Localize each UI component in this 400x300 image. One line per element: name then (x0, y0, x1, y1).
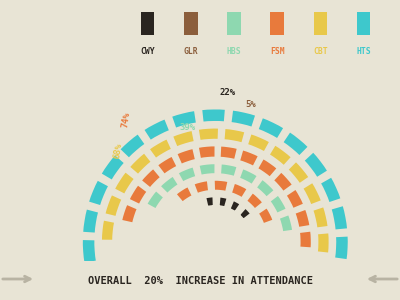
Wedge shape (268, 144, 292, 167)
Wedge shape (121, 203, 138, 224)
Wedge shape (128, 152, 152, 175)
Wedge shape (218, 196, 228, 208)
Wedge shape (159, 175, 179, 194)
Wedge shape (140, 168, 162, 189)
Wedge shape (238, 168, 258, 185)
Wedge shape (223, 128, 246, 144)
Wedge shape (247, 133, 270, 153)
Wedge shape (334, 235, 349, 260)
Wedge shape (230, 182, 248, 199)
Text: 39%: 39% (179, 123, 195, 132)
Text: GLR: GLR (184, 46, 198, 56)
Text: FSM: FSM (270, 46, 284, 56)
Wedge shape (175, 186, 193, 203)
Wedge shape (104, 194, 123, 218)
Wedge shape (246, 192, 264, 210)
Text: OVERALL  20%  INCREASE IN ATTENDANCE: OVERALL 20% INCREASE IN ATTENDANCE (88, 276, 312, 286)
Text: 22%: 22% (220, 88, 236, 98)
Wedge shape (257, 158, 278, 178)
Wedge shape (205, 196, 214, 207)
Text: 74%: 74% (120, 111, 132, 128)
Wedge shape (258, 207, 274, 224)
Wedge shape (229, 200, 241, 212)
Wedge shape (101, 219, 116, 241)
Wedge shape (303, 151, 329, 178)
Wedge shape (287, 160, 310, 184)
Wedge shape (128, 184, 148, 205)
Wedge shape (214, 179, 229, 192)
Wedge shape (285, 188, 304, 209)
Wedge shape (316, 232, 330, 254)
Wedge shape (299, 230, 312, 249)
Wedge shape (330, 205, 348, 231)
Text: HBS: HBS (227, 46, 241, 56)
Text: CWY: CWY (140, 46, 155, 56)
Wedge shape (171, 110, 197, 129)
Wedge shape (100, 154, 126, 181)
Text: CBT: CBT (313, 46, 328, 56)
Wedge shape (256, 178, 275, 198)
Wedge shape (198, 163, 216, 176)
Wedge shape (82, 239, 97, 264)
Wedge shape (278, 214, 294, 232)
Wedge shape (193, 180, 209, 194)
Text: 68%: 68% (113, 142, 124, 159)
Wedge shape (239, 207, 251, 220)
Wedge shape (156, 155, 178, 175)
Wedge shape (176, 148, 196, 165)
Wedge shape (294, 208, 311, 228)
Wedge shape (198, 127, 219, 141)
Wedge shape (172, 130, 195, 148)
Wedge shape (230, 109, 256, 128)
Wedge shape (148, 138, 172, 159)
Wedge shape (146, 190, 165, 210)
Wedge shape (177, 166, 197, 183)
Wedge shape (257, 117, 285, 140)
Wedge shape (88, 179, 110, 207)
Wedge shape (282, 131, 309, 157)
Wedge shape (82, 208, 100, 234)
Wedge shape (269, 194, 287, 214)
Wedge shape (119, 133, 146, 159)
Wedge shape (114, 171, 135, 195)
Wedge shape (239, 149, 259, 167)
Wedge shape (220, 163, 238, 177)
Wedge shape (198, 145, 216, 159)
Wedge shape (143, 118, 170, 141)
Wedge shape (312, 206, 329, 229)
Wedge shape (320, 176, 342, 204)
Wedge shape (219, 145, 238, 160)
Wedge shape (201, 108, 226, 123)
Text: 5%: 5% (246, 100, 256, 109)
Wedge shape (302, 182, 322, 206)
Wedge shape (272, 171, 294, 192)
Text: HTS: HTS (356, 46, 371, 56)
